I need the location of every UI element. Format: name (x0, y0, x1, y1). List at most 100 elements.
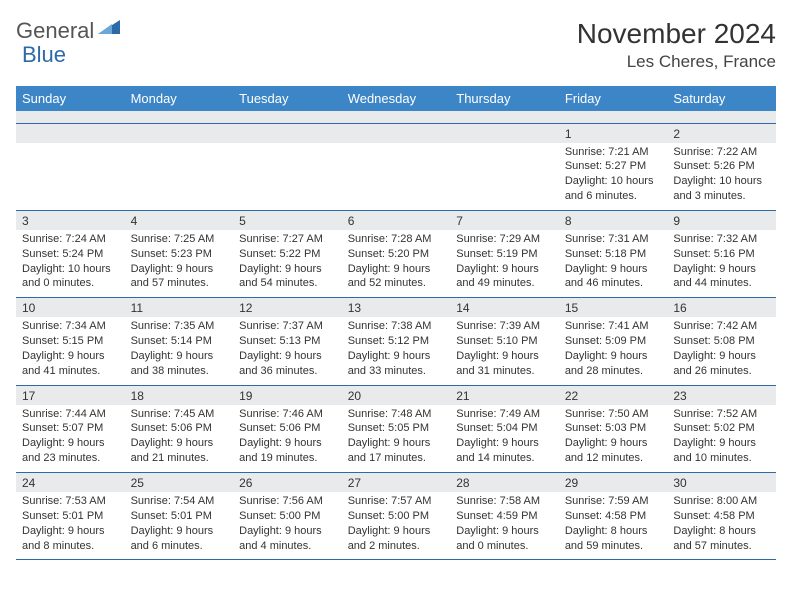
daylight-text: Daylight: 9 hours and 41 minutes. (22, 349, 119, 379)
location-label: Les Cheres, France (577, 52, 776, 72)
daylight-text: Daylight: 9 hours and 19 minutes. (239, 436, 336, 466)
day-number: 23 (667, 385, 776, 405)
day-content-row: Sunrise: 7:21 AMSunset: 5:27 PMDaylight:… (16, 143, 776, 211)
day-cell: Sunrise: 7:27 AMSunset: 5:22 PMDaylight:… (233, 230, 342, 298)
daylight-text: Daylight: 8 hours and 59 minutes. (565, 524, 662, 554)
sunset-text: Sunset: 5:07 PM (22, 421, 119, 436)
daylight-text: Daylight: 9 hours and 4 minutes. (239, 524, 336, 554)
day-number (233, 123, 342, 143)
sunset-text: Sunset: 5:05 PM (348, 421, 445, 436)
daylight-text: Daylight: 9 hours and 14 minutes. (456, 436, 553, 466)
sunrise-text: Sunrise: 7:31 AM (565, 232, 662, 247)
daylight-text: Daylight: 10 hours and 6 minutes. (565, 174, 662, 204)
sunrise-text: Sunrise: 8:00 AM (673, 494, 770, 509)
day-header: Wednesday (342, 86, 451, 111)
day-number (450, 123, 559, 143)
sunset-text: Sunset: 5:16 PM (673, 247, 770, 262)
daylight-text: Daylight: 9 hours and 49 minutes. (456, 262, 553, 292)
daylight-text: Daylight: 9 hours and 38 minutes. (131, 349, 228, 379)
day-cell (450, 143, 559, 211)
sunset-text: Sunset: 5:00 PM (348, 509, 445, 524)
day-number: 19 (233, 385, 342, 405)
day-number: 18 (125, 385, 234, 405)
daylight-text: Daylight: 9 hours and 21 minutes. (131, 436, 228, 466)
daylight-text: Daylight: 9 hours and 12 minutes. (565, 436, 662, 466)
daylight-text: Daylight: 9 hours and 52 minutes. (348, 262, 445, 292)
day-number: 10 (16, 298, 125, 318)
header: General November 2024 Les Cheres, France (16, 18, 776, 72)
day-cell: Sunrise: 7:32 AMSunset: 5:16 PMDaylight:… (667, 230, 776, 298)
logo: General (16, 18, 122, 44)
sunrise-text: Sunrise: 7:52 AM (673, 407, 770, 422)
day-cell: Sunrise: 7:45 AMSunset: 5:06 PMDaylight:… (125, 405, 234, 473)
sunrise-text: Sunrise: 7:25 AM (131, 232, 228, 247)
day-cell: Sunrise: 7:38 AMSunset: 5:12 PMDaylight:… (342, 317, 451, 385)
sunset-text: Sunset: 5:18 PM (565, 247, 662, 262)
day-cell: Sunrise: 7:58 AMSunset: 4:59 PMDaylight:… (450, 492, 559, 560)
day-number (342, 123, 451, 143)
sunset-text: Sunset: 5:08 PM (673, 334, 770, 349)
day-content-row: Sunrise: 7:24 AMSunset: 5:24 PMDaylight:… (16, 230, 776, 298)
sunrise-text: Sunrise: 7:57 AM (348, 494, 445, 509)
sunset-text: Sunset: 5:27 PM (565, 159, 662, 174)
day-number-row: 10111213141516 (16, 298, 776, 318)
daylight-text: Daylight: 9 hours and 33 minutes. (348, 349, 445, 379)
day-number: 2 (667, 123, 776, 143)
day-number: 11 (125, 298, 234, 318)
daylight-text: Daylight: 9 hours and 17 minutes. (348, 436, 445, 466)
day-number: 9 (667, 210, 776, 230)
sunrise-text: Sunrise: 7:45 AM (131, 407, 228, 422)
sunset-text: Sunset: 5:06 PM (239, 421, 336, 436)
day-number: 6 (342, 210, 451, 230)
day-content-row: Sunrise: 7:44 AMSunset: 5:07 PM Daylight:… (16, 405, 776, 473)
calendar-table: Sunday Monday Tuesday Wednesday Thursday… (16, 86, 776, 560)
sunset-text: Sunset: 5:22 PM (239, 247, 336, 262)
daylight-text: Daylight: 9 hours and 10 minutes. (673, 436, 770, 466)
sunrise-text: Sunrise: 7:24 AM (22, 232, 119, 247)
day-number: 16 (667, 298, 776, 318)
day-number: 30 (667, 473, 776, 493)
day-number: 25 (125, 473, 234, 493)
sunrise-text: Sunrise: 7:44 AM (22, 407, 119, 422)
sunset-text: Sunset: 5:14 PM (131, 334, 228, 349)
day-header: Tuesday (233, 86, 342, 111)
sunrise-text: Sunrise: 7:58 AM (456, 494, 553, 509)
day-number: 17 (16, 385, 125, 405)
day-number: 26 (233, 473, 342, 493)
sunset-text: Sunset: 5:13 PM (239, 334, 336, 349)
sunset-text: Sunset: 5:01 PM (22, 509, 119, 524)
day-cell: Sunrise: 7:37 AMSunset: 5:13 PMDaylight:… (233, 317, 342, 385)
sunset-text: Sunset: 5:06 PM (131, 421, 228, 436)
sunset-text: Sunset: 5:04 PM (456, 421, 553, 436)
daylight-text: Daylight: 9 hours and 36 minutes. (239, 349, 336, 379)
day-cell: Sunrise: 7:42 AMSunset: 5:08 PMDaylight:… (667, 317, 776, 385)
sunrise-text: Sunrise: 7:53 AM (22, 494, 119, 509)
daylight-text: Daylight: 10 hours and 0 minutes. (22, 262, 119, 292)
month-title: November 2024 (577, 18, 776, 50)
sunset-text: Sunset: 5:19 PM (456, 247, 553, 262)
sunrise-text: Sunrise: 7:54 AM (131, 494, 228, 509)
sunrise-text: Sunrise: 7:56 AM (239, 494, 336, 509)
sunset-text: Sunset: 4:59 PM (456, 509, 553, 524)
day-number: 3 (16, 210, 125, 230)
day-number: 12 (233, 298, 342, 318)
daylight-text: Daylight: 9 hours and 54 minutes. (239, 262, 336, 292)
sunrise-text: Sunrise: 7:21 AM (565, 145, 662, 160)
day-number-row: 24252627282930 (16, 473, 776, 493)
day-number: 22 (559, 385, 668, 405)
day-header: Saturday (667, 86, 776, 111)
logo-subtext: Blue (22, 42, 66, 68)
day-cell: Sunrise: 7:49 AMSunset: 5:04 PMDaylight:… (450, 405, 559, 473)
sunrise-text: Sunrise: 7:46 AM (239, 407, 336, 422)
day-number: 5 (233, 210, 342, 230)
day-number: 21 (450, 385, 559, 405)
day-number: 13 (342, 298, 451, 318)
day-number: 14 (450, 298, 559, 318)
day-cell (125, 143, 234, 211)
day-cell: Sunrise: 7:44 AMSunset: 5:07 PMDaylight:… (16, 405, 125, 473)
day-cell: Sunrise: 7:29 AMSunset: 5:19 PMDaylight:… (450, 230, 559, 298)
day-cell: Sunrise: 7:39 AMSunset: 5:10 PMDaylight:… (450, 317, 559, 385)
day-number-row: 3456789 (16, 210, 776, 230)
day-number: 4 (125, 210, 234, 230)
day-cell: Sunrise: 7:53 AMSunset: 5:01 PMDaylight:… (16, 492, 125, 560)
